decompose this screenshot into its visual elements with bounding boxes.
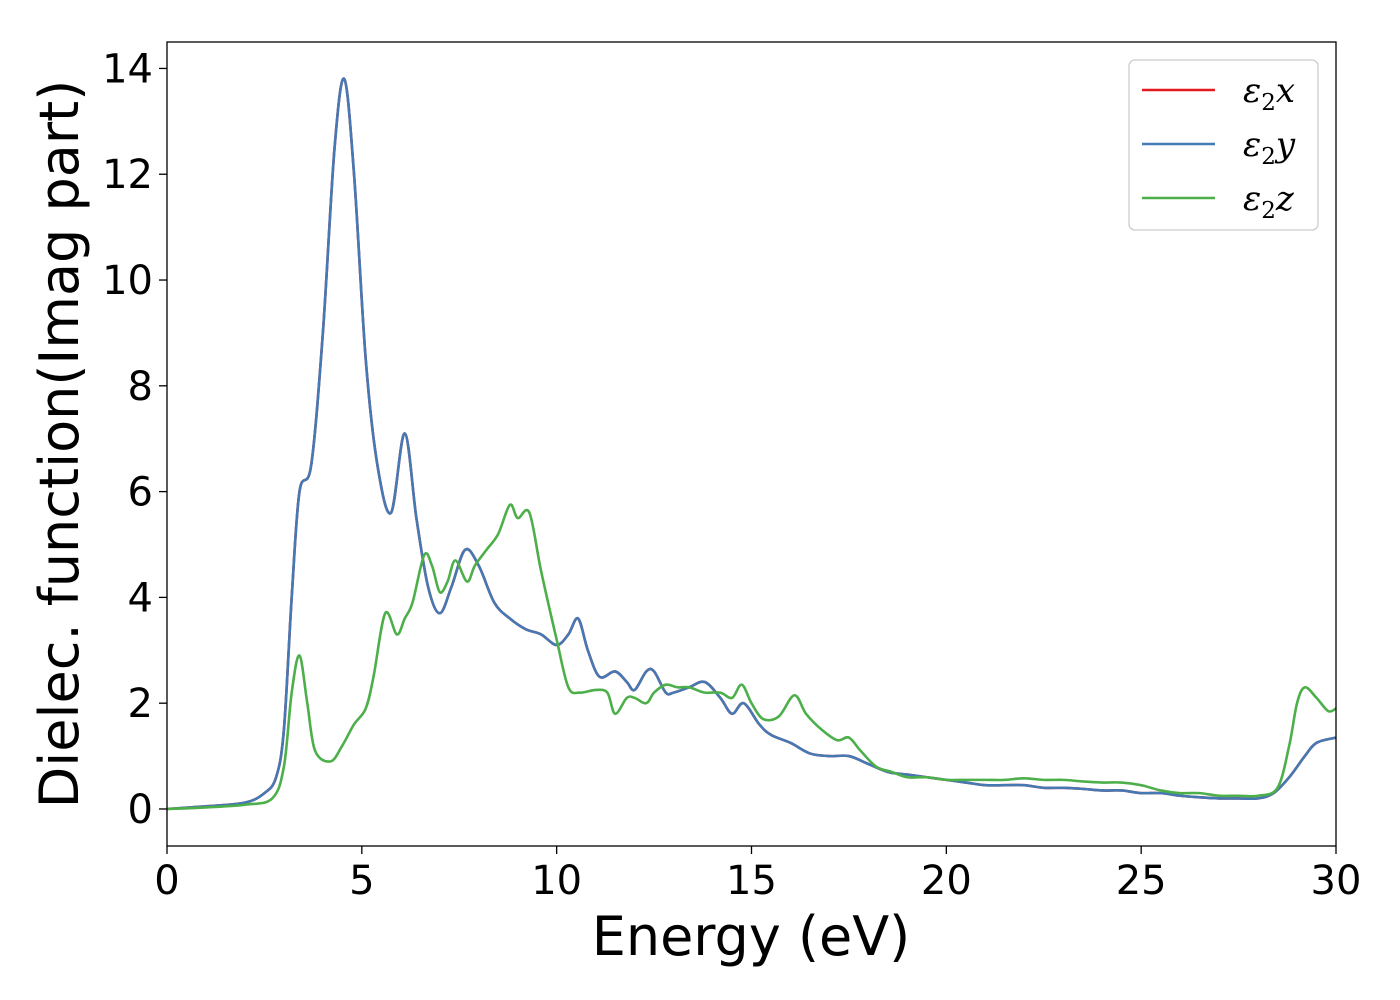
y-tick-label: 0: [128, 787, 153, 833]
x-axis: 0 5 10 15 20 25 30: [154, 846, 1361, 904]
x-tick-label: 20: [921, 858, 972, 904]
y-axis: 0 2 4 6 8 10 12 14: [102, 46, 167, 833]
x-tick-label: 5: [349, 858, 374, 904]
series-layer: [167, 77, 1336, 811]
y-axis-title: Dielec. function(Imag part): [28, 80, 91, 809]
x-axis-title: Energy (eV): [592, 905, 911, 968]
series-line-z: [167, 503, 1336, 811]
y-tick-label: 8: [128, 364, 153, 410]
x-tick-label: 25: [1116, 858, 1167, 904]
y-tick-label: 2: [128, 681, 153, 727]
y-tick-label: 4: [128, 575, 153, 621]
legend: ε2x ε2y ε2z: [1128, 59, 1319, 231]
legend-label: ε2x: [1243, 71, 1295, 116]
plot-area: [166, 41, 1337, 847]
x-tick-label: 30: [1311, 858, 1362, 904]
legend-box: [1128, 59, 1319, 231]
y-tick-label: 14: [102, 46, 153, 92]
x-tick-label: 0: [154, 858, 179, 904]
y-tick-label: 6: [128, 470, 153, 516]
legend-label: ε2y: [1243, 125, 1296, 170]
y-tick-label: 10: [102, 258, 153, 304]
x-tick-label: 10: [531, 858, 582, 904]
x-tick-label: 15: [726, 858, 777, 904]
series-line-y: [167, 77, 1336, 811]
legend-label: ε2z: [1243, 179, 1295, 224]
y-tick-label: 12: [102, 152, 153, 198]
